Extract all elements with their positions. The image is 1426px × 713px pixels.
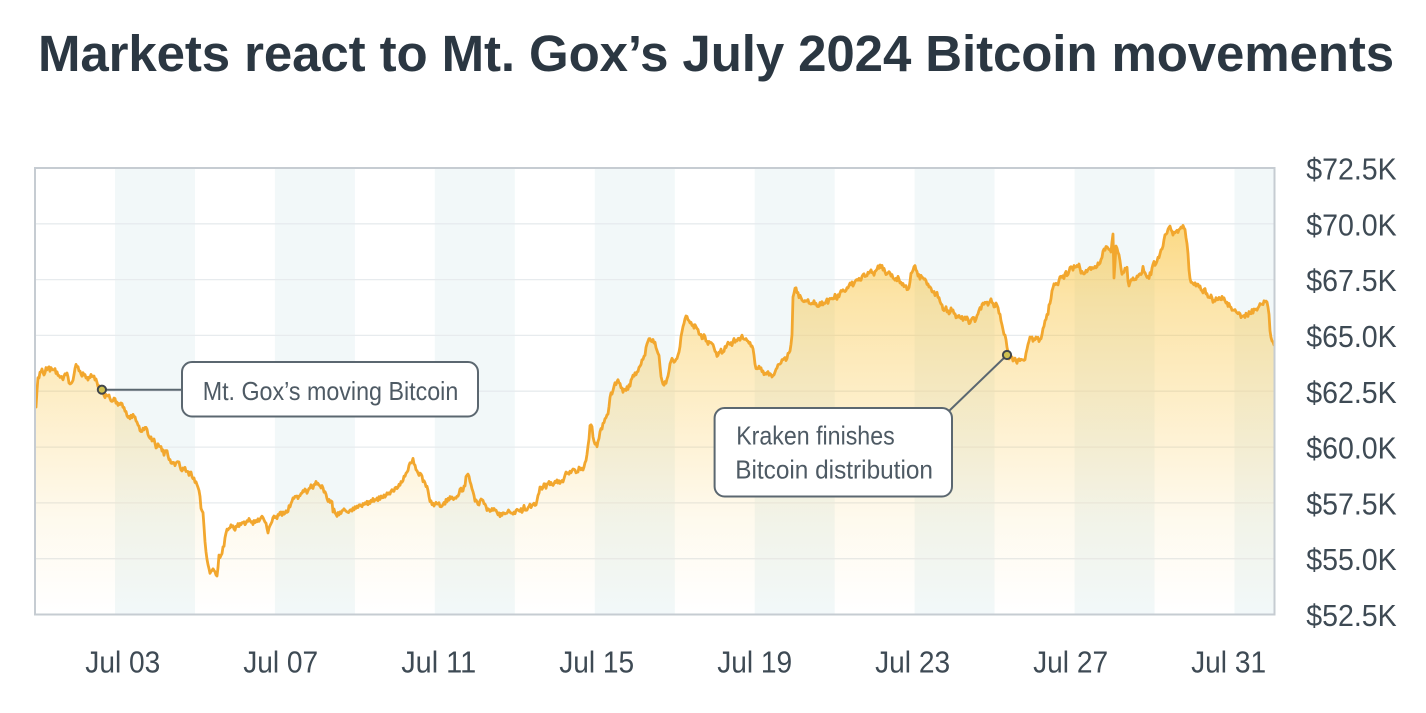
svg-text:Jul 15: Jul 15 bbox=[559, 645, 634, 680]
svg-text:Jul 19: Jul 19 bbox=[717, 645, 792, 680]
svg-text:$70.0K: $70.0K bbox=[1306, 207, 1397, 242]
svg-text:Jul 07: Jul 07 bbox=[243, 645, 318, 680]
svg-text:Jul 23: Jul 23 bbox=[875, 645, 950, 680]
svg-text:Jul 11: Jul 11 bbox=[401, 645, 476, 680]
svg-text:$57.5K: $57.5K bbox=[1306, 486, 1397, 521]
svg-text:Kraken finishes: Kraken finishes bbox=[736, 421, 895, 451]
svg-text:$55.0K: $55.0K bbox=[1306, 542, 1397, 577]
svg-text:$72.5K: $72.5K bbox=[1306, 152, 1397, 187]
svg-text:$52.5K: $52.5K bbox=[1306, 598, 1397, 633]
svg-text:Mt. Gox’s moving Bitcoin: Mt. Gox’s moving Bitcoin bbox=[203, 376, 459, 406]
svg-text:Bitcoin distribution: Bitcoin distribution bbox=[735, 455, 933, 485]
svg-text:$67.5K: $67.5K bbox=[1306, 263, 1397, 298]
svg-text:$60.0K: $60.0K bbox=[1306, 431, 1397, 466]
svg-text:$62.5K: $62.5K bbox=[1306, 375, 1397, 410]
svg-text:Jul 27: Jul 27 bbox=[1033, 645, 1108, 680]
svg-text:Markets react to Mt. Gox’s Jul: Markets react to Mt. Gox’s July 2024 Bit… bbox=[38, 25, 1394, 82]
svg-text:$65.0K: $65.0K bbox=[1306, 319, 1397, 354]
svg-text:Jul 31: Jul 31 bbox=[1191, 645, 1266, 680]
svg-text:Jul 03: Jul 03 bbox=[85, 645, 160, 680]
